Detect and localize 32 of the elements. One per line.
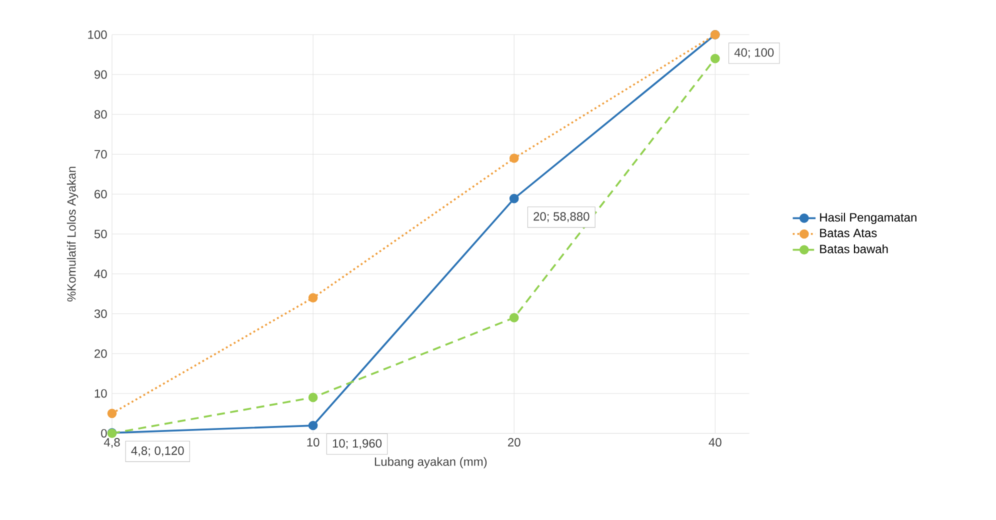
- point: [710, 54, 720, 64]
- y-tick-label: 60: [94, 190, 107, 198]
- point: [509, 313, 519, 322]
- data-label: 40; 100: [734, 48, 774, 58]
- y-tick-label: 0: [101, 429, 107, 438]
- y-tick-label: 80: [94, 110, 107, 119]
- legend-label: Batas bawah: [820, 244, 888, 254]
- y-axis-title: %Komulatif Lolos Ayakan: [66, 166, 78, 302]
- point: [509, 154, 519, 163]
- y-tick-label: 100: [88, 30, 107, 39]
- y-tick-label: 90: [94, 70, 107, 79]
- y-tick-label: 50: [94, 230, 107, 238]
- x-tick-label: 40: [708, 438, 722, 447]
- y-tick-label: 40: [94, 270, 107, 278]
- x-axis-title: Lubang ayakan (mm): [374, 457, 487, 468]
- point: [308, 293, 318, 302]
- y-tick-label: 20: [94, 349, 107, 358]
- y-tick-label: 30: [94, 309, 107, 318]
- data-label: 4,8; 0,120: [131, 446, 184, 456]
- x-tick-label: 4,8: [104, 438, 120, 448]
- point: [509, 194, 519, 204]
- x-tick-label: 10: [307, 438, 320, 447]
- data-label: 20; 58,880: [534, 212, 590, 222]
- legend-label: Hasil Pengamatan: [820, 212, 916, 224]
- y-tick-label: 70: [94, 150, 107, 159]
- point: [308, 392, 318, 402]
- data-label: 10; 1,960: [332, 439, 382, 450]
- legend-label: Batas Atas: [820, 228, 877, 238]
- point: [107, 408, 117, 418]
- point: [308, 420, 318, 430]
- x-tick-label: 20: [508, 438, 520, 447]
- y-tick-label: 10: [94, 389, 107, 398]
